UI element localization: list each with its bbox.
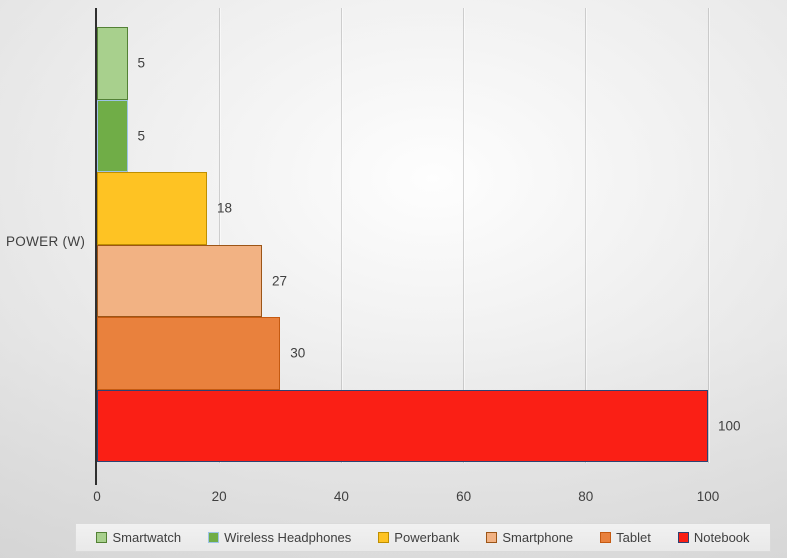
gridline-x-20 [218, 8, 220, 463]
bar-notebook[interactable] [97, 389, 708, 462]
bar-tablet[interactable] [97, 317, 281, 390]
data-label-powerbank: 18 [216, 200, 232, 216]
legend-swatch-tablet [600, 532, 612, 543]
legend-item-notebook[interactable]: Notebook [677, 530, 750, 545]
legend-swatch-notebook [677, 532, 689, 543]
x-tick-label-40: 40 [333, 489, 349, 504]
legend-item-tablet[interactable]: Tablet [600, 530, 651, 545]
legend: Smartwatch Wireless Headphones Powerbank Sm… [75, 523, 771, 552]
y-axis-line [95, 8, 97, 485]
data-label-tablet: 30 [290, 345, 306, 361]
legend-swatch-powerbank [378, 532, 390, 543]
legend-label-powerbank: Powerbank [394, 530, 460, 545]
data-label-smartphone: 27 [271, 273, 287, 289]
plot-area [97, 8, 709, 463]
bar-smartwatch[interactable] [97, 27, 128, 100]
legend-swatch-smartwatch [96, 532, 108, 543]
data-label-notebook: 100 [718, 418, 741, 434]
legend-label-smartwatch: Smartwatch [112, 530, 182, 545]
legend-item-wireless-headphones[interactable]: Wireless Headphones [208, 530, 351, 545]
gridline-x-40 [340, 8, 342, 463]
legend-item-powerbank[interactable]: Powerbank [378, 530, 459, 545]
legend-label-notebook: Notebook [693, 530, 750, 545]
x-tick-label-20: 20 [211, 489, 227, 504]
x-tick-label-100: 100 [696, 489, 720, 504]
legend-swatch-smartphone [486, 532, 498, 543]
legend-swatch-wireless-headphones [208, 532, 220, 543]
bar-smartphone[interactable] [97, 244, 262, 317]
gridline-x-60 [463, 8, 465, 463]
y-axis-title: POWER (W) [6, 234, 86, 249]
x-tick-label-0: 0 [93, 489, 101, 504]
data-label-smartwatch: 5 [137, 55, 146, 71]
legend-label-wireless-headphones: Wireless Headphones [224, 530, 352, 545]
bar-powerbank[interactable] [97, 172, 207, 245]
data-label-wireless-headphones: 5 [137, 128, 146, 144]
legend-label-smartphone: Smartphone [502, 530, 574, 545]
gridline-x-100 [707, 8, 709, 463]
bar-wireless-headphones[interactable] [97, 99, 128, 172]
x-tick-label-60: 60 [456, 489, 472, 504]
legend-item-smartphone[interactable]: Smartphone [486, 530, 573, 545]
legend-label-tablet: Tablet [616, 530, 651, 545]
legend-item-smartwatch[interactable]: Smartwatch [96, 530, 181, 545]
gridline-x-80 [585, 8, 587, 463]
x-tick-label-80: 80 [578, 489, 594, 504]
